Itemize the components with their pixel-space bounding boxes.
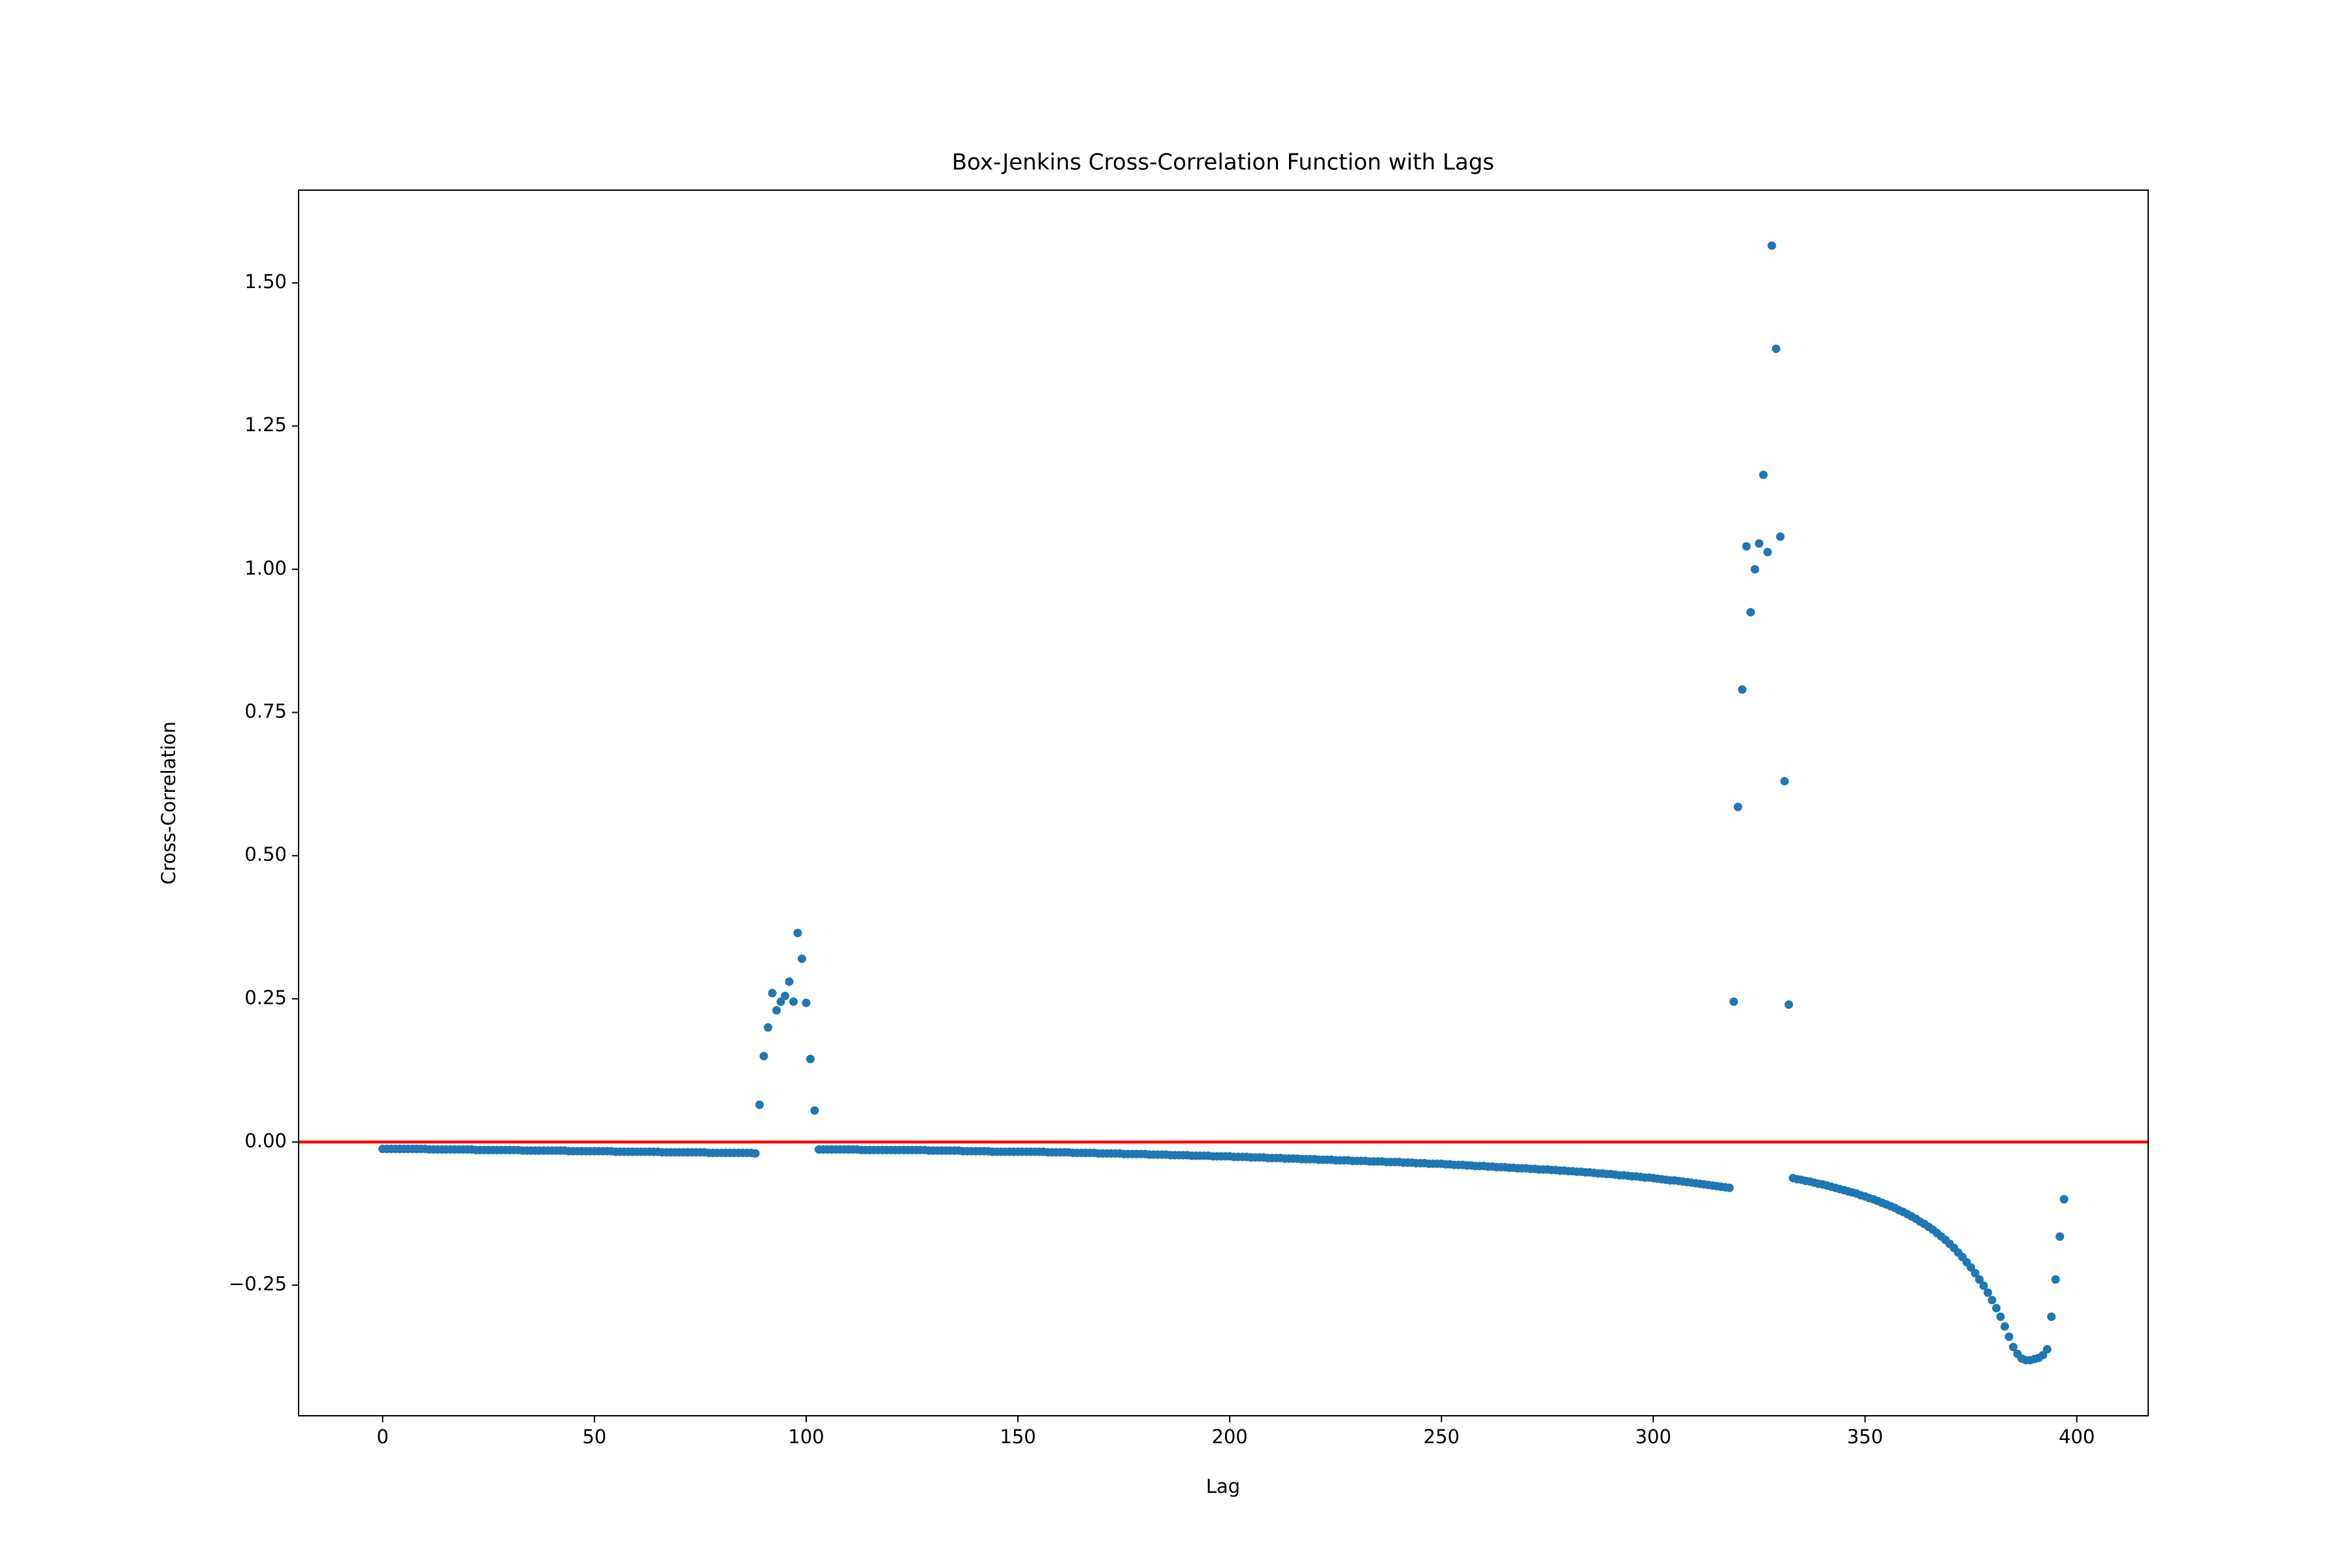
- point: [1733, 802, 1742, 811]
- y-tick-label: 1.25: [244, 414, 287, 436]
- y-tick-label: 1.00: [244, 557, 287, 579]
- point: [1984, 1288, 1993, 1298]
- y-tick-label: 0.00: [244, 1130, 287, 1152]
- point: [1763, 547, 1772, 557]
- x-axis-label: Lag: [1206, 1475, 1240, 1497]
- point: [759, 1051, 768, 1060]
- y-tick-label: 1.50: [244, 270, 287, 293]
- point: [1725, 1183, 1734, 1192]
- point: [797, 954, 806, 963]
- point: [2042, 1345, 2051, 1354]
- point: [781, 991, 790, 1000]
- point: [1729, 997, 1739, 1006]
- point: [1992, 1303, 2001, 1313]
- point: [768, 988, 777, 998]
- point: [1987, 1296, 1997, 1305]
- point: [785, 977, 794, 987]
- point: [1738, 685, 1747, 694]
- point: [1979, 1281, 1988, 1290]
- chart-title: Box-Jenkins Cross-Correlation Function w…: [952, 150, 1494, 176]
- point: [1975, 1275, 1984, 1284]
- point: [1970, 1269, 1980, 1278]
- x-tick-label: 400: [2059, 1426, 2095, 1448]
- x-tick-label: 350: [1847, 1426, 1883, 1448]
- y-tick-label: 0.25: [244, 987, 287, 1009]
- point: [806, 1054, 815, 1064]
- x-tick-label: 250: [1424, 1426, 1460, 1448]
- y-axis-label: Cross-Correlation: [157, 721, 180, 885]
- y-tick-label: 0.75: [244, 700, 287, 722]
- point: [802, 998, 811, 1007]
- point: [1746, 608, 1756, 617]
- point: [1750, 564, 1759, 574]
- x-tick-label: 50: [582, 1426, 606, 1448]
- point: [772, 1005, 781, 1015]
- point: [2009, 1343, 2018, 1352]
- x-tick-label: 300: [1635, 1426, 1671, 1448]
- point: [2047, 1312, 2056, 1321]
- point: [755, 1100, 764, 1109]
- point: [793, 928, 802, 938]
- point: [1771, 344, 1780, 353]
- point: [1767, 241, 1776, 250]
- point: [1759, 470, 1768, 480]
- point: [1780, 777, 1789, 786]
- point: [751, 1149, 760, 1158]
- point: [789, 997, 798, 1006]
- point: [2051, 1275, 2060, 1284]
- point: [2059, 1195, 2068, 1204]
- point: [2004, 1332, 2014, 1341]
- y-tick-label: 0.50: [244, 843, 287, 866]
- point: [1996, 1312, 2005, 1321]
- x-tick-label: 0: [376, 1426, 388, 1448]
- x-tick-label: 150: [1000, 1426, 1036, 1448]
- point: [2055, 1232, 2065, 1241]
- point: [1755, 539, 1764, 548]
- x-tick-label: 200: [1212, 1426, 1248, 1448]
- x-tick-label: 100: [788, 1426, 824, 1448]
- plot-frame: [298, 189, 2149, 1416]
- point: [1784, 1000, 1793, 1009]
- point: [810, 1106, 819, 1115]
- point: [764, 1023, 773, 1032]
- point: [2001, 1322, 2010, 1331]
- y-tick-label: −0.25: [229, 1273, 287, 1295]
- point: [1776, 532, 1785, 541]
- point: [1742, 542, 1751, 551]
